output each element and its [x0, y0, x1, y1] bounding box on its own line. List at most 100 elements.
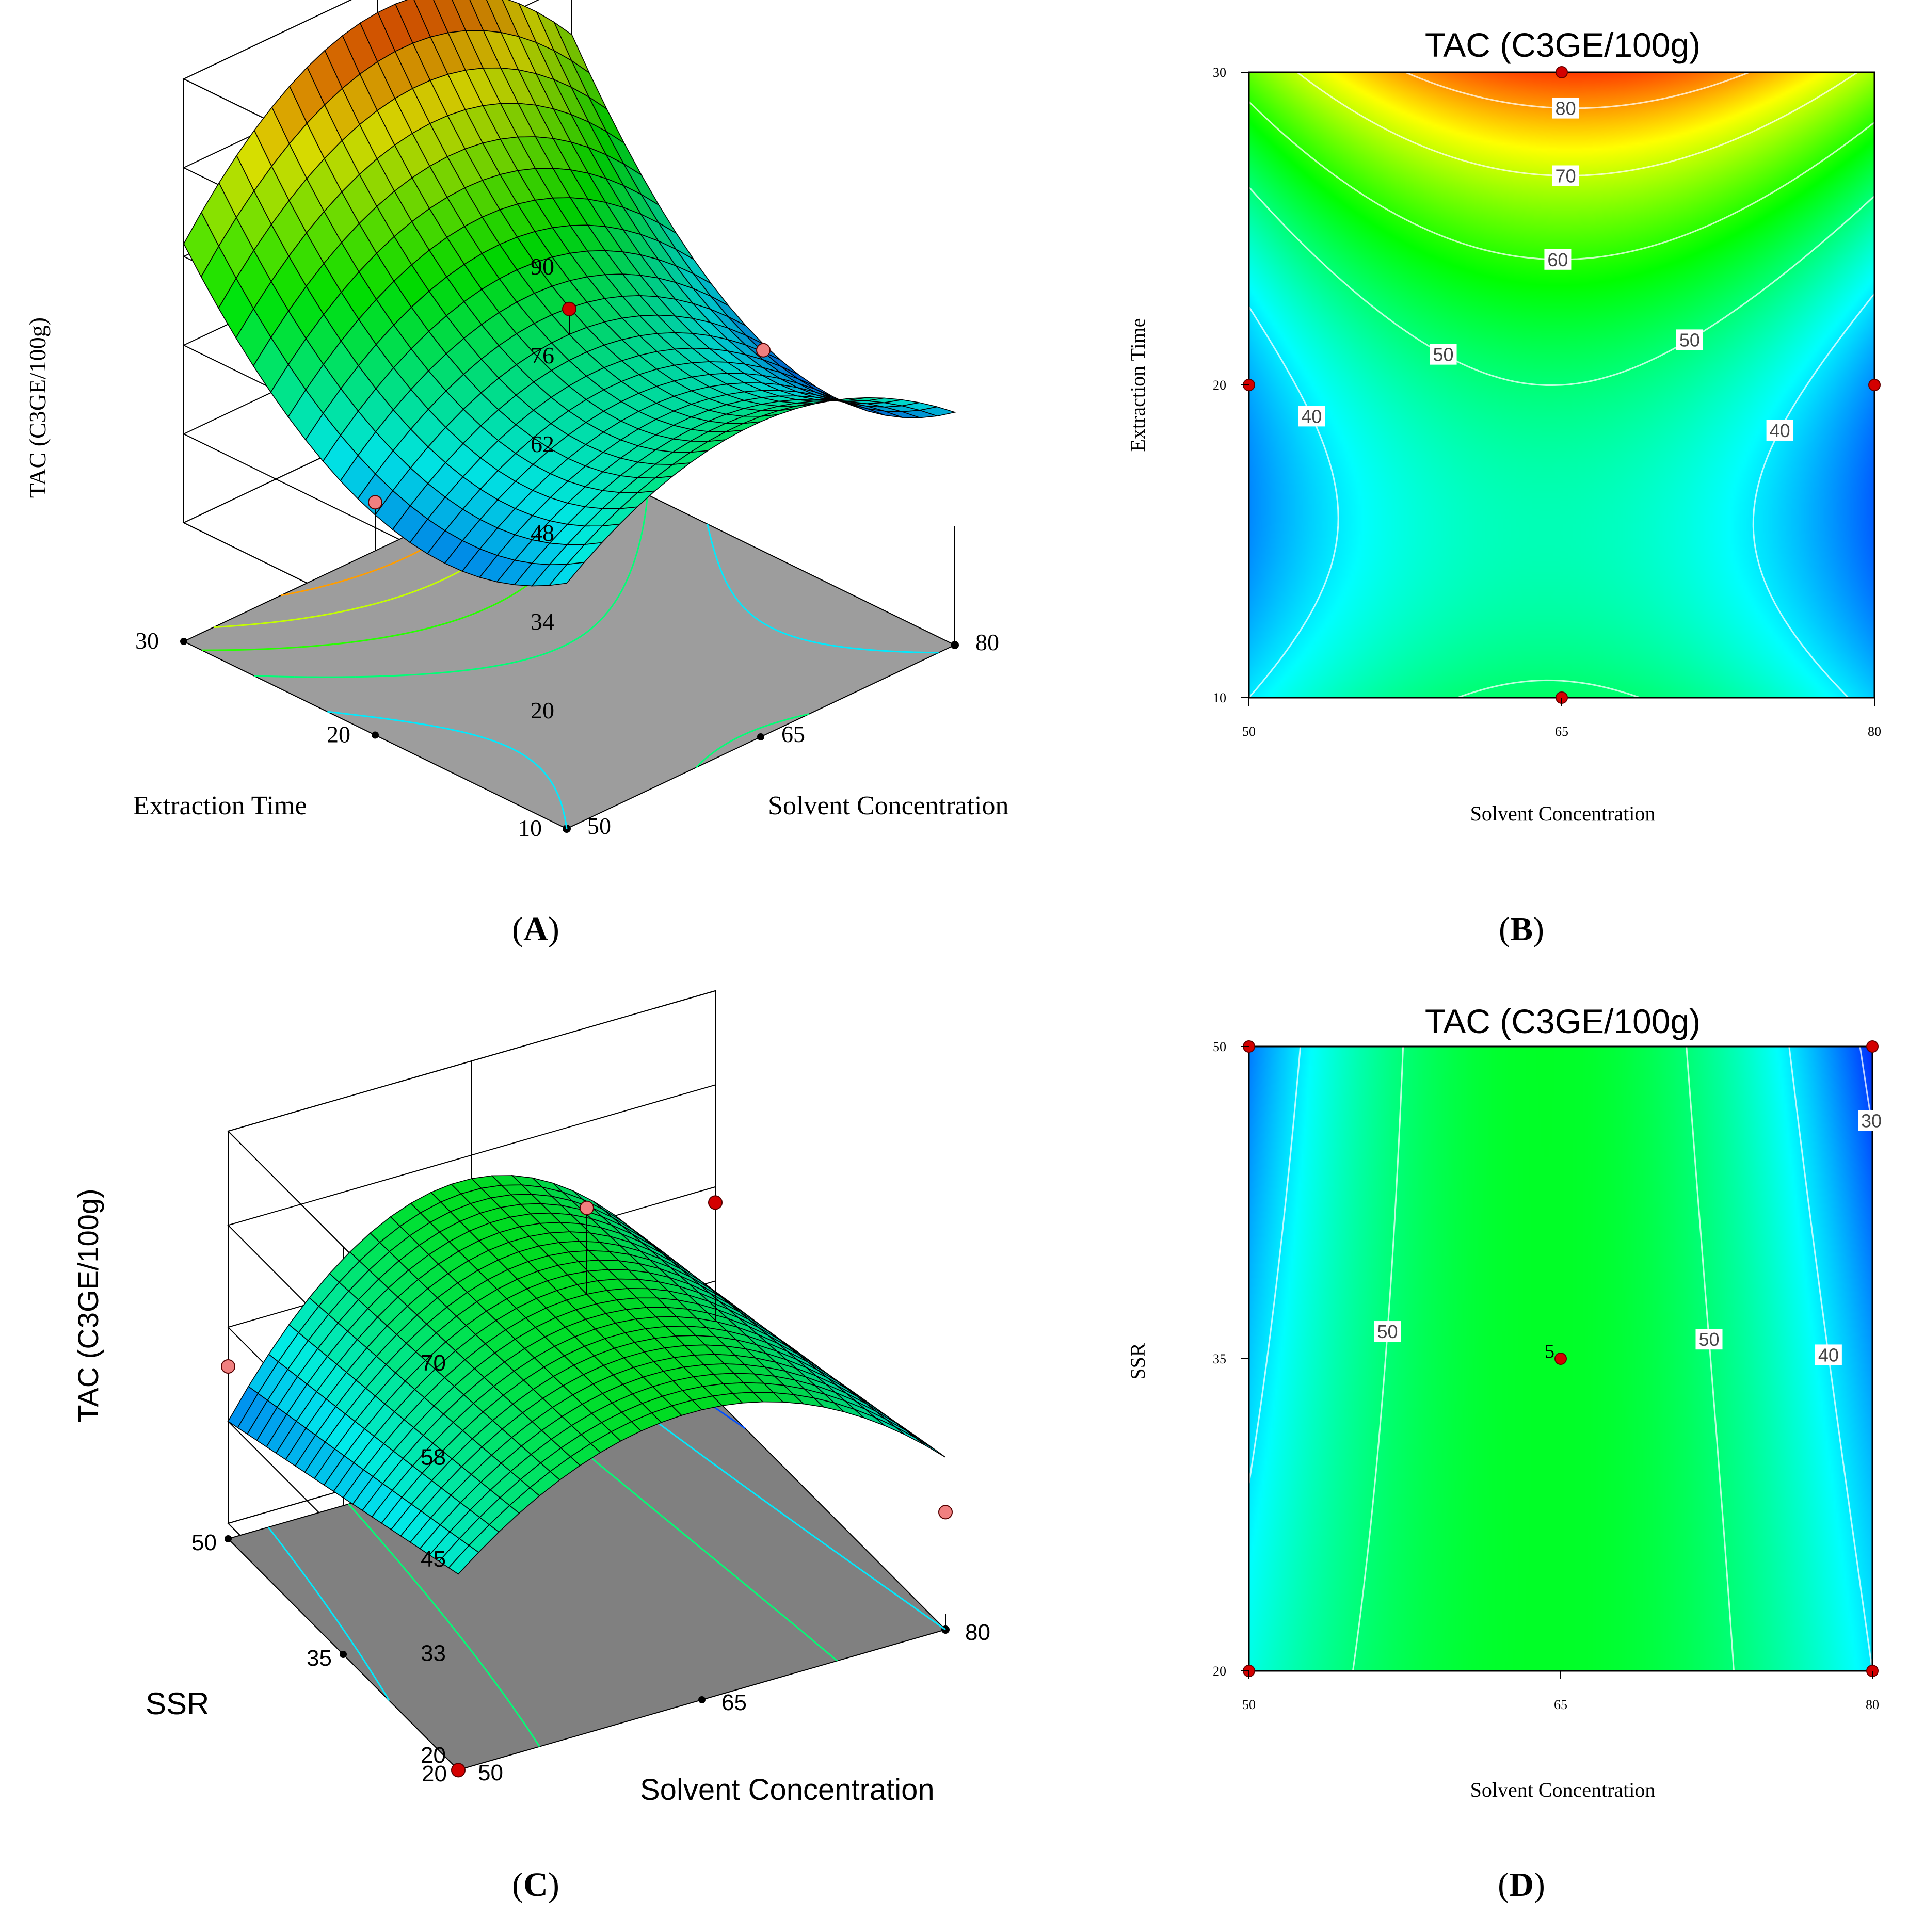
- floor-contour-segment: [715, 1407, 721, 1412]
- floor-contour-segment: [624, 578, 629, 584]
- floor-contour-segment: [622, 586, 624, 589]
- floor-contour-segment: [645, 502, 648, 507]
- floor-contour-segment: [480, 666, 491, 669]
- floor-contour-segment: [623, 583, 627, 587]
- floor-contour-segment: [810, 1638, 816, 1643]
- floor-contour-segment: [403, 1567, 408, 1572]
- floor-contour-segment: [735, 1421, 742, 1427]
- design-point: [221, 1359, 235, 1374]
- floor-contour-segment: [290, 591, 299, 595]
- floor-contour-segment: [362, 1519, 367, 1525]
- x-tick-label: 80: [965, 1620, 990, 1645]
- z-tick-label: 33: [421, 1640, 446, 1666]
- floor-contour-segment: [743, 731, 751, 736]
- x-tick-label: 80: [975, 629, 999, 655]
- floor-contour-segment: [366, 571, 372, 574]
- floor-contour-segment: [267, 675, 279, 678]
- floor-contour-segment: [251, 623, 261, 625]
- floor-contour-segment: [792, 1623, 796, 1627]
- y-tick-dot: [372, 731, 379, 739]
- floor-contour-segment: [800, 1526, 804, 1530]
- floor-contour-segment: [599, 616, 605, 622]
- y-tick-label: 30: [135, 627, 159, 654]
- x-tick-label: 65: [1554, 1697, 1567, 1712]
- floor-contour-segment: [517, 1714, 521, 1718]
- floor-contour-segment: [330, 643, 334, 646]
- floor-contour-segment: [727, 1473, 729, 1476]
- floor-contour-segment: [484, 1667, 489, 1673]
- floor-contour-segment: [329, 583, 333, 586]
- floor-contour-segment: [874, 1579, 876, 1581]
- floor-contour-segment: [348, 1637, 352, 1643]
- floor-contour-segment: [730, 737, 738, 742]
- floor-contour-segment: [654, 1509, 660, 1515]
- floor-contour-segment: [741, 604, 746, 610]
- floor-contour-segment: [295, 1563, 300, 1569]
- floor-contour-segment: [368, 638, 371, 641]
- floor-contour-segment: [757, 1593, 763, 1599]
- floor-contour-segment: [845, 1558, 852, 1564]
- floor-contour-segment: [791, 635, 800, 639]
- floor-contour-segment: [330, 612, 335, 615]
- floor-contour-segment: [450, 619, 458, 623]
- floor-contour-segment: [719, 744, 726, 749]
- y-tick-label: 10: [518, 815, 542, 841]
- floor-contour-segment: [543, 771, 548, 776]
- floor-contour-segment: [382, 1543, 388, 1549]
- floor-contour-segment: [614, 1476, 620, 1482]
- panel-d-contour-lines: [1248, 1046, 1873, 1671]
- contour-label: 70: [1556, 165, 1576, 186]
- floor-contour-segment: [890, 1590, 896, 1595]
- floor-contour-segment: [690, 1539, 696, 1544]
- floor-contour-segment: [331, 1612, 335, 1618]
- design-point: [708, 1195, 723, 1210]
- floor-contour-segment: [752, 1590, 758, 1596]
- floor-contour-segment: [533, 1737, 538, 1743]
- floor-contour-segment: [730, 1418, 737, 1423]
- floor-contour-segment: [623, 1484, 629, 1489]
- floor-contour-segment: [688, 1445, 691, 1447]
- floor-contour-segment: [732, 1477, 738, 1482]
- floor-contour-segment: [920, 1611, 926, 1616]
- floor-contour-segment: [410, 1575, 414, 1580]
- contour-label: 50: [1698, 1329, 1719, 1350]
- y-tick-label: 50: [1213, 1039, 1226, 1054]
- floor-contour-segment: [771, 626, 778, 632]
- floor-contour-segment: [610, 1473, 615, 1478]
- floor-contour-segment: [456, 1631, 460, 1636]
- panel-c-y-axis-title: SSR: [146, 1686, 209, 1721]
- contour-label: 40: [1770, 420, 1790, 441]
- floor-contour-segment: [710, 751, 715, 755]
- floor-contour-segment: [783, 1616, 790, 1621]
- floor-contour-segment: [645, 1502, 651, 1507]
- design-point: [368, 495, 382, 510]
- floor-contour-segment: [428, 672, 439, 675]
- panel-c-label: (C): [512, 1866, 559, 1904]
- floor-contour-segment: [392, 559, 400, 564]
- x-tick-dot: [951, 641, 958, 649]
- floor-contour-segment: [811, 1534, 817, 1539]
- floor-contour-segment: [282, 619, 293, 622]
- floor-contour-segment: [390, 634, 399, 637]
- floor-contour-segment: [429, 1599, 435, 1604]
- floor-contour-segment: [636, 549, 639, 552]
- floor-contour-segment: [708, 1459, 714, 1464]
- floor-contour-segment: [462, 1639, 467, 1645]
- floor-contour-segment: [319, 1596, 324, 1601]
- surface-cell: [895, 1426, 926, 1446]
- floor-contour-segment: [387, 599, 391, 601]
- floor-contour-segment: [426, 1595, 431, 1600]
- floor-contour-segment: [788, 1619, 794, 1625]
- z-tick-label: 70: [421, 1350, 446, 1376]
- floor-contour-segment: [715, 555, 718, 560]
- floor-contour-segment: [506, 745, 514, 750]
- floor-contour-segment: [722, 1470, 729, 1475]
- floor-contour-segment: [723, 576, 727, 582]
- contour-label: 40: [1818, 1344, 1839, 1365]
- floor-contour-segment: [378, 565, 387, 570]
- floor-contour-segment: [712, 1462, 719, 1468]
- floor-contour-segment: [561, 806, 564, 809]
- floor-contour-segment: [728, 586, 732, 592]
- floor-contour-segment: [710, 539, 714, 545]
- floor-contour-segment: [861, 648, 868, 651]
